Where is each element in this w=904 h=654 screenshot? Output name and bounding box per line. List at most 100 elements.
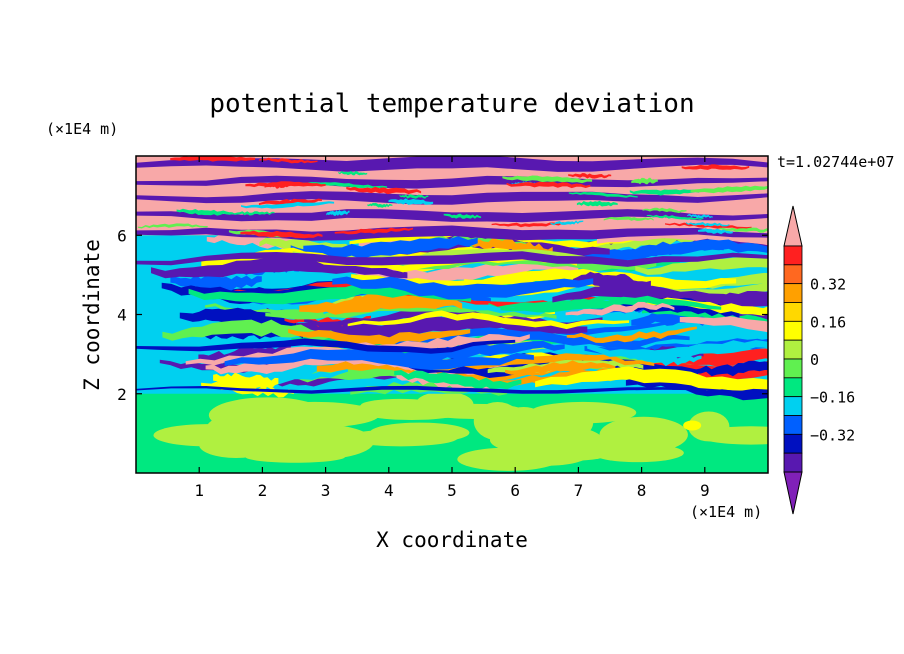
y-tick-label: 6 [117,226,127,245]
contour-band [136,251,768,267]
colorbar-label: 0 [810,351,819,369]
contour-band [695,360,768,377]
x-tick-label: 1 [194,481,204,500]
x-tick-label: 2 [258,481,268,500]
colorbar-label: −0.16 [810,389,855,407]
colorbar-swatch [783,302,803,322]
contour-band [719,227,768,233]
colorbar-swatch [783,415,803,435]
contour-band [629,189,700,196]
contour-band [170,156,256,162]
contour-band [136,156,768,172]
colorbar-label: 0.32 [810,276,846,294]
x-axis: 1 2 3 4 5 6 7 8 9 [194,156,710,500]
chart-title: potential temperature deviation [209,89,694,119]
plot-area [136,156,768,473]
contour-band [372,341,565,362]
contour-band [665,222,752,229]
contour-band [635,256,768,275]
contour-band [502,175,593,184]
contour-band [301,182,388,189]
contour-blob [205,410,307,448]
contour-blob [473,402,522,441]
colorbar-extend-high [783,205,803,247]
colorbar: 0.32 0.16 0 −0.16 −0.32 [783,205,855,515]
colorbar-label: 0.16 [810,313,846,331]
contour-band [265,303,557,320]
contour-band [347,310,630,330]
contour-band [258,198,322,206]
x-tick-label: 7 [574,481,584,500]
contour-band [332,276,594,300]
contour-blob [369,422,470,443]
contour-band [642,207,687,214]
contour-blob [599,416,688,453]
colorbar-swatch [783,283,803,303]
contour-band [176,208,233,216]
contour-band [264,183,292,189]
colorbar-swatch [783,245,803,266]
y-axis: 2 4 6 [117,226,768,404]
contour-band [136,385,768,394]
contour-band [576,200,618,207]
contour-band [587,340,768,360]
contour-band [394,370,522,390]
colorbar-swatch [783,396,803,416]
contour-band [229,211,275,216]
contour-band [550,220,584,226]
contour-band [241,201,335,209]
contour-band [346,186,422,195]
contour-band [568,173,612,179]
y-axis-label: Z coordinate [80,239,104,391]
contour-band [631,177,658,185]
x-axis-label: X coordinate [376,528,528,552]
contour-band [303,236,478,260]
y-tick-label: 4 [117,306,127,325]
x-tick-label: 6 [510,481,520,500]
contour-band [443,213,482,219]
colorbar-swatch [783,264,803,285]
contour-band [687,214,713,219]
contour-band [681,164,750,170]
contour-band [568,191,638,198]
contour-band [326,210,350,216]
contour-blob [683,420,702,431]
contour-blob [489,424,603,456]
x-tick-label: 9 [700,481,710,500]
contour-blob [278,438,356,457]
contour-blob [415,391,474,418]
contour-band [603,216,654,221]
contour-band [162,319,341,341]
colorbar-label: −0.32 [810,426,855,444]
contour-band [505,360,616,375]
contour-band [500,295,722,313]
contour-band [245,181,326,188]
contour-band [213,372,279,392]
x-tick-label: 3 [321,481,331,500]
contour-band [224,348,534,370]
contour-band [258,157,318,164]
contour-band [306,260,579,285]
contour-band [685,222,730,227]
x-unit-label: (×1E4 m) [690,503,762,521]
contour-band [566,326,697,343]
contour-band [679,316,768,333]
z-unit-label: (×1E4 m) [46,120,118,138]
contour-band [136,175,768,189]
colorbar-swatch [783,433,803,454]
x-tick-label: 8 [637,481,647,500]
contour-band [338,170,368,176]
contour-band [535,366,768,392]
contour-band [399,194,429,199]
contour-band [137,223,208,229]
contour-band [389,252,657,272]
contour-band [690,185,768,194]
time-label: t=1.02744e+07 [777,153,894,171]
colorbar-swatch [783,320,803,341]
contour-band [613,239,768,260]
colorbar-extend-low [783,471,803,515]
contour-band [506,181,591,189]
y-tick-label: 2 [117,385,127,404]
colorbar-swatch [783,358,803,379]
